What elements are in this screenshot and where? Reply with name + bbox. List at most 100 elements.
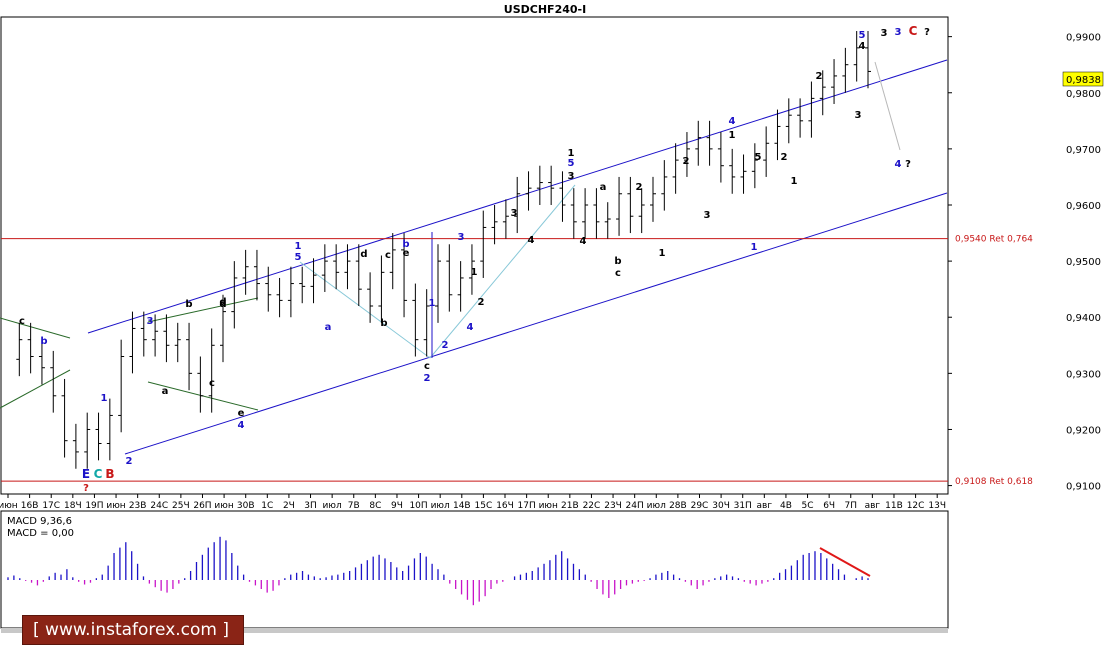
x-tick-label: 30В — [237, 501, 255, 511]
fib-level-label: 0,9108 Ret 0,618 — [955, 477, 1033, 487]
x-tick-label: июн — [214, 501, 233, 511]
wave-label: 3 — [855, 110, 862, 121]
current-price-label: 0,9838 — [1066, 75, 1101, 86]
wave-label: 2 — [683, 156, 690, 167]
x-tick-label: 31П — [734, 501, 752, 511]
wave-label: 4 — [467, 322, 474, 333]
wave-line — [299, 261, 431, 359]
x-tick-label: 14В — [453, 501, 471, 511]
wave-label: 2 — [781, 152, 788, 163]
x-tick-label: 18Ч — [64, 501, 82, 511]
wave-label: 5 — [859, 30, 866, 41]
x-tick-label: 24С — [150, 501, 168, 511]
triangle-line — [0, 369, 71, 409]
x-tick-label: 15С — [475, 501, 493, 511]
wave-label: 5 — [295, 252, 302, 263]
wave-label: 1 — [295, 241, 302, 252]
y-tick-label: 0,9600 — [1066, 201, 1101, 212]
wave-label: 3 — [704, 210, 711, 221]
y-tick-label: 0,9400 — [1066, 313, 1101, 324]
x-tick-label: 1С — [261, 501, 273, 511]
wave-label: 2 — [636, 182, 643, 193]
wave-label: E — [82, 467, 90, 481]
wave-label: c — [615, 268, 621, 279]
y-tick-label: 0,9500 — [1066, 257, 1101, 268]
x-tick-label: 13Ч — [928, 501, 946, 511]
x-tick-label: июл — [431, 501, 450, 511]
x-tick-label: 19П — [85, 501, 103, 511]
wave-label: 4 — [729, 116, 736, 127]
wave-label: 1 — [429, 298, 436, 309]
x-tick-label: 21В — [561, 501, 579, 511]
x-tick-label: 16Ч — [496, 501, 514, 511]
wave-label: 2 — [442, 340, 449, 351]
wave-label: 5 — [568, 158, 575, 169]
current-price-badge — [1062, 71, 1104, 87]
wave-label: 3 — [511, 208, 518, 219]
x-tick-label: 28В — [669, 501, 687, 511]
watermark-logo: [ www.instaforex.com ] — [22, 615, 244, 645]
wave-label: 1 — [729, 130, 736, 141]
macd-panel — [0, 510, 949, 629]
y-tick-label: 0,9300 — [1066, 369, 1101, 380]
x-tick-label: 30Ч — [712, 501, 730, 511]
wave-label: b — [185, 299, 192, 310]
wave-label: 3 — [147, 316, 154, 327]
wave-label: b — [40, 336, 47, 347]
x-tick-label: 5С — [802, 501, 814, 511]
wave-label: a — [600, 182, 607, 193]
y-tick-label: 0,9700 — [1066, 145, 1101, 156]
wave-line — [429, 184, 576, 359]
wave-label: a — [162, 386, 169, 397]
wave-label: 1 — [568, 148, 575, 159]
wave-label: B — [105, 467, 114, 481]
chart-title: USDCHF240-I — [504, 3, 586, 16]
wave-label: 5 — [755, 152, 762, 163]
wave-label: C — [909, 24, 918, 38]
wave-label: d — [219, 299, 226, 310]
triangle-line — [0, 317, 71, 339]
x-tick-label: 23В — [129, 501, 147, 511]
macd-histogram — [7, 536, 871, 606]
y-tick-label: 0,9100 — [1066, 482, 1101, 493]
x-tick-label: 12С — [907, 501, 925, 511]
wave-label: ? — [924, 27, 930, 38]
x-tick-label: 9Ч — [391, 501, 403, 511]
macd-label: MACD 9,36,6 — [7, 516, 72, 527]
fib-level-label: 0,9540 Ret 0,764 — [955, 235, 1033, 245]
projection-line — [874, 61, 901, 151]
wave-label: b — [402, 239, 409, 250]
x-tick-label: 17П — [518, 501, 536, 511]
x-tick-label: июн — [106, 501, 125, 511]
wave-label: 4 — [859, 41, 866, 52]
x-tick-label: 7В — [348, 501, 360, 511]
wave-label: 2 — [126, 456, 133, 467]
x-tick-label: июл — [647, 501, 666, 511]
wave-label: d — [219, 297, 226, 308]
x-tick-label: 26П — [193, 501, 211, 511]
x-tick-label: 3П — [304, 501, 317, 511]
wave-label: 2 — [478, 297, 485, 308]
x-tick-label: 2Ч — [283, 501, 295, 511]
candlesticks — [16, 31, 871, 469]
x-tick-label: июн — [0, 501, 18, 511]
y-tick-label: 0,9200 — [1066, 425, 1101, 436]
wave-label: 4 — [528, 235, 535, 246]
macd-value: MACD = 0,00 — [7, 528, 74, 539]
wave-label: 2 — [424, 373, 431, 384]
wave-label: 4 — [580, 236, 587, 247]
wave-label: c — [19, 316, 25, 327]
x-tick-label: 16В — [21, 501, 39, 511]
x-tick-label: 6Ч — [823, 501, 835, 511]
wave-label: c — [385, 250, 391, 261]
wave-label: e — [238, 408, 245, 419]
wave-label: 1 — [101, 393, 108, 404]
y-tick-label: 0,9800 — [1066, 89, 1101, 100]
wave-label: c — [209, 378, 215, 389]
x-tick-label: июл — [323, 501, 342, 511]
x-tick-label: 29С — [691, 501, 709, 511]
wave-label: 3 — [881, 28, 888, 39]
wave-label: ? — [905, 159, 911, 170]
x-tick-label: 22С — [583, 501, 601, 511]
